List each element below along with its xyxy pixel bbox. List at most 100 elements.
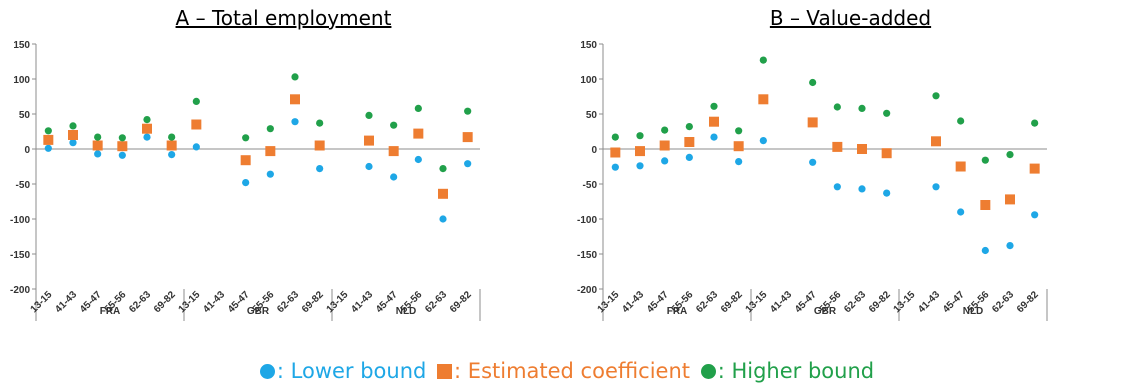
lower-bound-point [1031, 211, 1039, 219]
y-tick-label: -150 [577, 250, 597, 261]
lower-bound-point [69, 139, 77, 147]
higher-bound-point [291, 73, 299, 81]
y-tick-label: -100 [577, 215, 597, 226]
x-tick-label: 62-63 [990, 289, 1016, 315]
estimate-point [462, 132, 473, 143]
higher-bound-point [316, 119, 324, 127]
higher-bound-point [242, 134, 250, 142]
legend-label: : Lower bound [276, 359, 427, 383]
estimate-point [635, 146, 645, 157]
higher-bound-point [636, 132, 644, 140]
higher-bound-point [883, 109, 891, 117]
x-tick-label: 69-82 [1015, 289, 1041, 315]
higher-bound-point [710, 102, 718, 110]
higher-bound-point [1031, 119, 1039, 127]
lower-bound-point [464, 160, 472, 168]
estimate-point [931, 136, 941, 147]
higher-bound-point [833, 103, 841, 111]
legend-item-estimate: : Estimated coefficient [437, 357, 690, 385]
estimate-point [290, 94, 300, 105]
estimate-point [166, 140, 177, 151]
lower-bound-point [833, 183, 841, 191]
y-tick-label: 150 [13, 40, 30, 51]
higher-bound-point [266, 125, 274, 133]
y-tick-label: -200 [577, 285, 597, 296]
lower-bound-point [981, 246, 989, 255]
lower-bound-point [809, 158, 817, 166]
higher-bound-point [94, 133, 102, 141]
y-tick-label: -50 [16, 180, 31, 191]
y-tick-label: 0 [591, 145, 597, 156]
x-tick-label: 41-43 [53, 289, 79, 315]
x-tick-label: 62-63 [842, 289, 868, 315]
higher-bound-point [69, 122, 77, 130]
x-tick-label: 62-63 [275, 289, 301, 315]
legend: : Lower bound : Estimated coefficient : … [0, 357, 1134, 385]
x-tick-label: 13-15 [177, 289, 203, 315]
lower-bound-point [710, 133, 718, 141]
higher-bound-point [168, 133, 176, 141]
lower-bound-point [957, 208, 965, 216]
group-label: GBR [247, 306, 270, 317]
x-tick-label: 69-82 [300, 289, 326, 315]
circle-marker-icon [259, 364, 275, 379]
lower-bound-point [266, 170, 274, 178]
estimate-point [980, 200, 991, 210]
x-tick-label: 62-63 [423, 289, 449, 315]
lower-bound-point [143, 133, 151, 141]
estimate-point [807, 117, 818, 128]
x-tick-label: 13-15 [596, 289, 622, 315]
x-tick-label: 41-43 [916, 289, 942, 315]
legend-item-higher: : Higher bound [700, 357, 875, 385]
higher-bound-point [1006, 151, 1014, 159]
higher-bound-point [735, 127, 743, 135]
estimate-point [684, 137, 695, 147]
y-tick-label: 100 [13, 75, 30, 86]
higher-bound-point [143, 116, 151, 124]
legend-label: : Higher bound [717, 359, 875, 383]
higher-bound-point [858, 104, 866, 112]
estimate-point [610, 147, 621, 158]
group-label: FRA [100, 306, 121, 317]
x-tick-label: 13-15 [892, 289, 918, 315]
panel-total-employment: A – Total employment -200 -150 -100 -50 0 50 1… [0, 0, 567, 355]
legend-label: : Estimated coefficient [454, 359, 691, 383]
x-tick-label: 13-15 [325, 289, 351, 315]
estimate-point [314, 140, 325, 151]
estimate-point [191, 119, 202, 130]
estimate-point [240, 155, 251, 166]
estimate-point [955, 161, 966, 172]
estimate-point [265, 146, 276, 157]
lower-bound-point [1006, 242, 1014, 250]
estimate-point [438, 188, 448, 199]
lower-bound-point [858, 185, 866, 193]
x-tick-label: 69-82 [448, 289, 474, 315]
x-tick-label: 41-43 [201, 289, 227, 315]
higher-bound-point [611, 133, 619, 141]
employment-chart: -200-150-100-5005010015013-1541-4345-475… [10, 40, 481, 321]
lower-bound-point [44, 144, 52, 152]
estimate-point [857, 144, 867, 154]
y-tick-label: 100 [580, 75, 597, 86]
lower-bound-point [932, 183, 940, 191]
higher-bound-point [685, 123, 693, 131]
lower-bound-point [316, 165, 324, 173]
lower-bound-point [118, 151, 126, 159]
estimate-point [92, 140, 103, 151]
estimate-point [733, 141, 744, 152]
x-tick-label: 62-63 [694, 289, 720, 315]
lower-bound-point [883, 189, 891, 197]
lower-bound-point [759, 137, 767, 145]
y-tick-label: -50 [583, 180, 598, 191]
chart-title: B – Value-added [769, 6, 932, 30]
group-label: NLD [963, 306, 984, 317]
y-tick-label: -200 [10, 285, 30, 296]
higher-bound-point [192, 97, 200, 105]
lower-bound-point [685, 153, 693, 161]
estimate-point [142, 123, 152, 134]
circle-marker-icon [700, 364, 716, 379]
lower-bound-point [735, 158, 743, 166]
y-tick-label: -150 [10, 250, 30, 261]
x-tick-label: 69-82 [719, 289, 745, 315]
legend-item-lower: : Lower bound [259, 357, 427, 385]
